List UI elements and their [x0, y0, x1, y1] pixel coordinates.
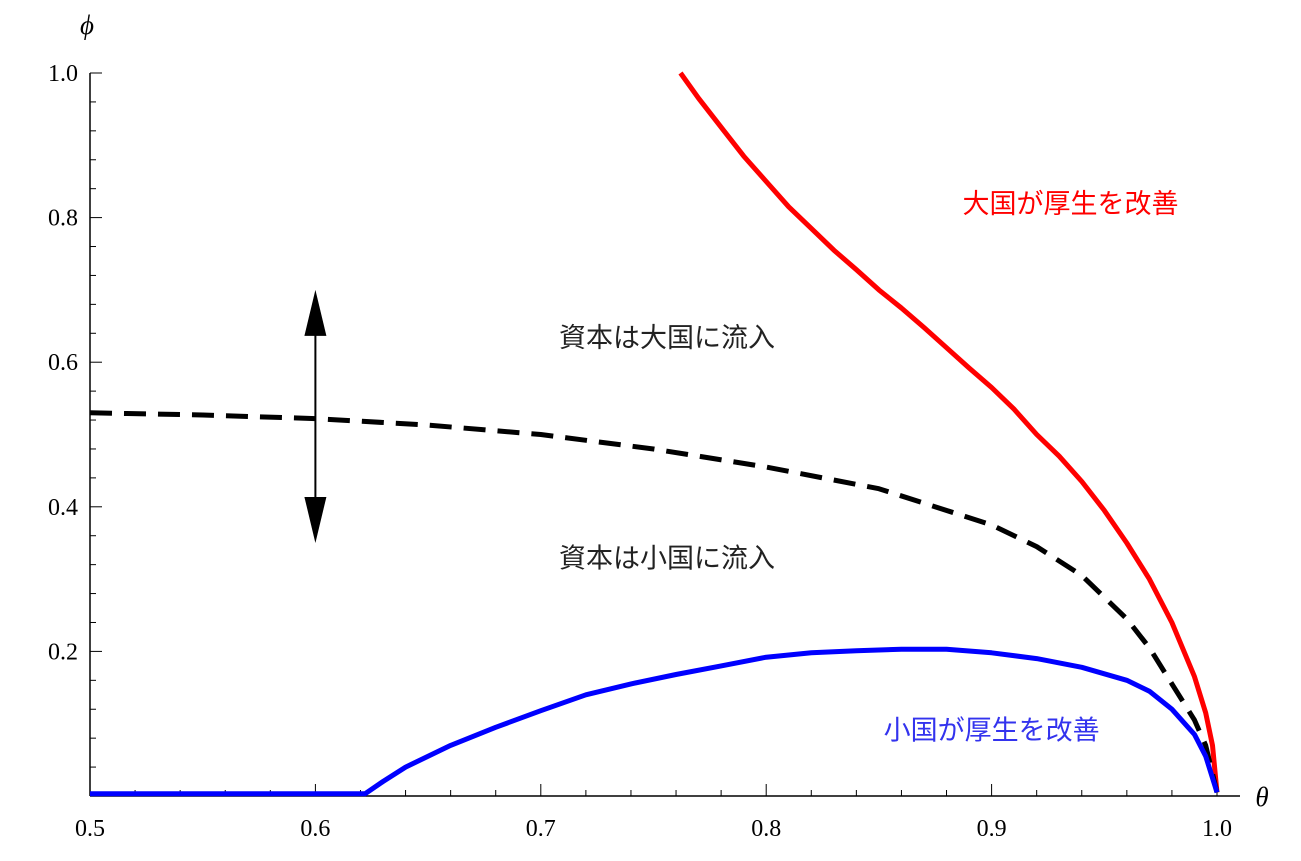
- x-tick-label: 0.9: [977, 816, 1007, 842]
- y-tick-label: 0.2: [48, 639, 78, 665]
- axes: θϕ: [80, 10, 1269, 812]
- x-tick-label: 0.7: [526, 816, 556, 842]
- series-group: [89, 71, 1220, 797]
- series-large-country-line: [678, 71, 1220, 793]
- series-boundary-dashed-line: [89, 410, 1220, 793]
- y-tick-label: 1.0: [48, 61, 78, 87]
- x-tick-label: 0.6: [300, 816, 330, 842]
- arrow-head-down: [304, 496, 327, 543]
- x-tick-label: 0.8: [751, 816, 781, 842]
- series-small-country-line: [90, 646, 1220, 797]
- y-axis-title: ϕ: [80, 10, 94, 40]
- y-tick-label: 0.4: [48, 495, 78, 521]
- arrow-head-up: [304, 289, 327, 336]
- annotation-capital-to-small: 資本は小国に流入: [559, 543, 775, 574]
- flow-arrow: [304, 289, 327, 543]
- annotation-small-country: 小国が厚生を改善: [884, 715, 1100, 746]
- ticks: 0.5 0.6 0.7 0.8 0.9 1.0 0.2 0.4 0.6 0.8 1.0: [48, 61, 1232, 842]
- annotation-capital-to-large: 資本は大国に流入: [559, 323, 775, 354]
- x-axis-title: θ: [1255, 782, 1268, 812]
- x-tick-label: 0.5: [75, 816, 105, 842]
- annotation-large-country: 大国が厚生を改善: [962, 189, 1178, 220]
- y-tick-label: 0.6: [48, 350, 78, 376]
- x-tick-label: 1.0: [1202, 816, 1232, 842]
- y-tick-label: 0.8: [48, 206, 78, 232]
